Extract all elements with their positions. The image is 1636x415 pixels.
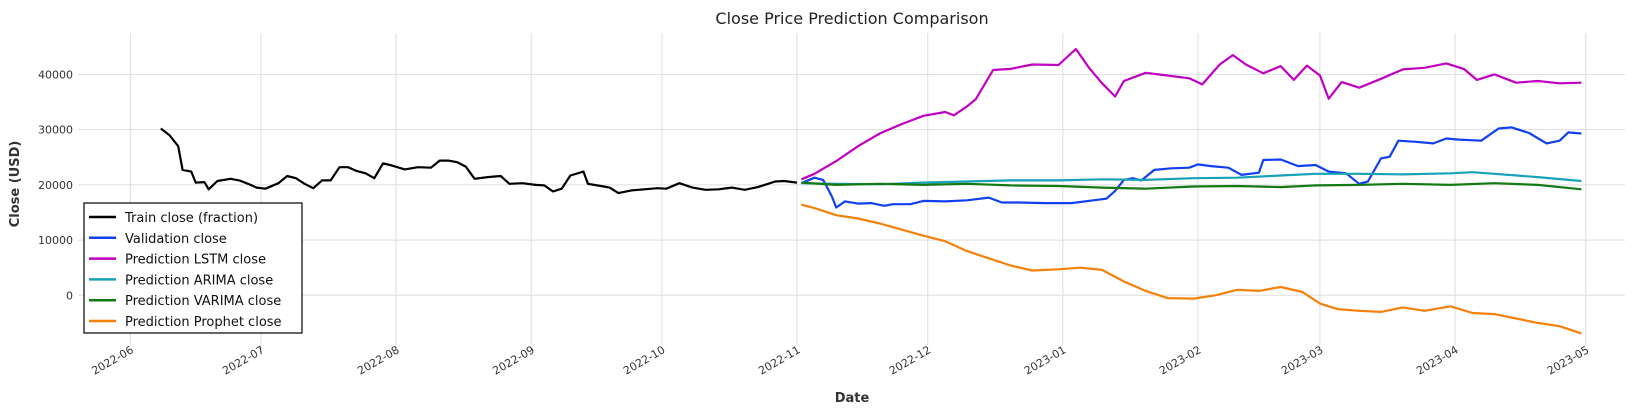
series-lines (160, 47, 1582, 335)
legend-label: Train close (fraction) (124, 211, 258, 226)
series-line (160, 127, 798, 195)
legend: Train close (fraction) Validation close Pr… (83, 202, 303, 334)
series-line (800, 47, 1582, 181)
x-tick-label: 2023-01 (1022, 343, 1068, 377)
x-tick-label: 2022-12 (887, 343, 933, 377)
series-line (800, 126, 1582, 209)
x-axis-label: Date (835, 391, 870, 406)
y-tick-label: 40000 (38, 68, 73, 81)
grid (78, 33, 1625, 345)
legend-label: Prediction VARIMA close (125, 294, 281, 309)
x-tick-label: 2022-10 (621, 343, 667, 377)
y-tick-label: 20000 (38, 179, 73, 192)
legend-label: Prediction LSTM close (125, 253, 266, 268)
legend-label: Prediction Prophet close (125, 315, 282, 330)
series-line (801, 171, 1582, 186)
chart-title: Close Price Prediction Comparison (715, 9, 988, 28)
x-axis-ticks: 2022-06 2022-07 2022-08 2022-09 2022-10 2022-… (89, 343, 1591, 377)
legend-box (83, 202, 303, 334)
x-tick-label: 2023-04 (1414, 343, 1460, 377)
y-axis-label: Close (USD) (8, 141, 23, 228)
x-tick-label: 2023-03 (1279, 343, 1325, 377)
y-tick-label: 0 (66, 289, 73, 302)
y-axis-ticks: 0 10000 20000 30000 40000 (38, 68, 73, 302)
x-tick-label: 2023-02 (1157, 343, 1203, 377)
x-tick-label: 2022-07 (220, 343, 266, 377)
series-line (801, 181, 1582, 191)
x-tick-label: 2022-06 (89, 343, 135, 377)
series-line (801, 203, 1582, 335)
legend-label: Validation close (125, 232, 227, 247)
y-tick-label: 10000 (38, 234, 73, 247)
x-tick-label: 2022-08 (355, 343, 401, 377)
y-tick-label: 30000 (38, 124, 73, 137)
legend-label: Prediction ARIMA close (125, 273, 273, 288)
x-tick-label: 2022-09 (490, 343, 536, 377)
x-tick-label: 2022-11 (756, 343, 802, 377)
x-tick-label: 2023-05 (1545, 343, 1591, 377)
